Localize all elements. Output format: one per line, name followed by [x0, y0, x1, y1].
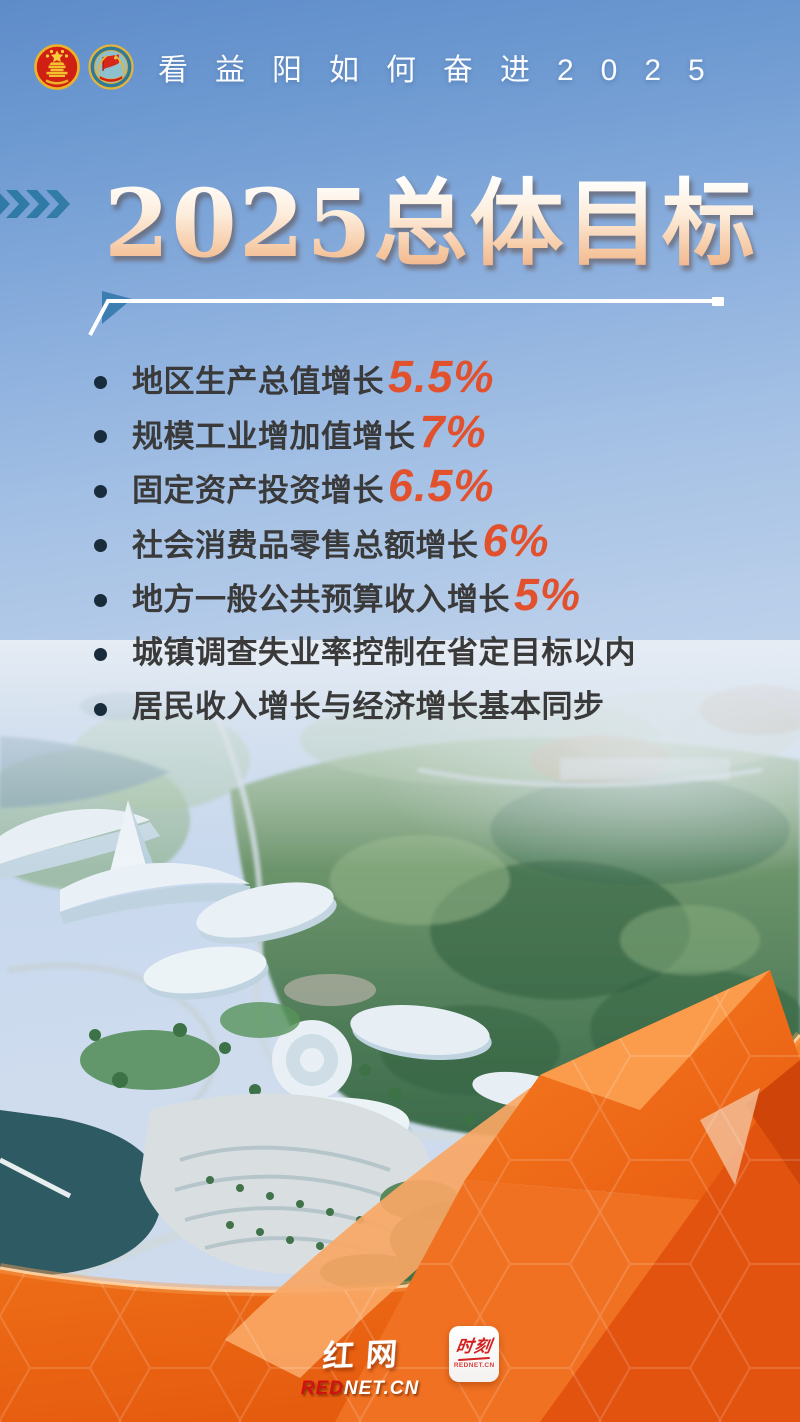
moment-app-icon: 时刻 REDNET.CN	[449, 1326, 500, 1382]
footer-logos: 红网 REDNET.CN 时刻 REDNET.CN	[0, 1326, 800, 1400]
chevron-right-icon	[0, 190, 70, 218]
goal-value: 5.5%	[388, 351, 495, 402]
goal-item: 地区生产总值增长 5.5%	[94, 354, 640, 409]
bullet-icon	[94, 702, 107, 716]
goal-label: 城镇调查失业率控制在省定目标以内	[132, 634, 636, 670]
goal-value: 6.5%	[388, 460, 495, 511]
banner-text: 看益阳如何奋进2025	[158, 54, 732, 87]
title-underline-ribbon	[88, 291, 724, 336]
goal-label: 规模工业增加值增长	[132, 418, 416, 454]
bullet-icon	[94, 484, 107, 498]
goals-list: 地区生产总值增长 5.5% 规模工业增加值增长 7% 固定资产投资增长 6.5%…	[94, 354, 640, 736]
goal-value: 5%	[514, 569, 582, 620]
header-banner: 看益阳如何奋进2025	[34, 40, 732, 94]
goal-label: 固定资产投资增长	[132, 473, 384, 508]
goal-item: 城镇调查失业率控制在省定目标以内	[94, 627, 640, 682]
moment-caption: REDNET.CN	[453, 1362, 495, 1370]
haze-right	[370, 640, 800, 890]
goal-item: 固定资产投资增长 6.5%	[94, 463, 640, 518]
goal-label: 社会消费品零售总额增长	[132, 527, 479, 563]
moment-name: 时刻	[454, 1337, 494, 1357]
national-emblem-icon	[34, 44, 80, 90]
goal-item: 规模工业增加值增长 7%	[94, 409, 640, 464]
aerial-photo-scene	[0, 640, 800, 1422]
bullet-icon	[94, 539, 107, 553]
goal-item: 地方一般公共预算收入增长 5%	[94, 572, 640, 627]
goal-value: 7%	[419, 405, 487, 457]
goal-item: 社会消费品零售总额增长 6%	[94, 518, 640, 573]
bullet-icon	[94, 375, 107, 389]
goal-label: 地区生产总值增长	[132, 364, 384, 399]
goal-item: 居民收入增长与经济增长基本同步	[94, 681, 640, 736]
bullet-icon	[94, 430, 107, 444]
page-title: 2025总体目标	[104, 169, 758, 279]
moment-underline	[458, 1357, 491, 1362]
bullet-icon	[94, 593, 107, 607]
cppcc-emblem-icon	[88, 44, 134, 90]
rednet-domain: REDNET.CN	[300, 1378, 420, 1399]
goal-value: 6%	[482, 514, 550, 566]
rednet-name: 红网	[321, 1336, 411, 1375]
bullet-icon	[94, 648, 107, 662]
goal-label: 地方一般公共预算收入增长	[132, 582, 510, 617]
goal-label: 居民收入增长与经济增长基本同步	[132, 689, 605, 724]
rednet-logo: 红网 REDNET.CN	[301, 1330, 419, 1400]
